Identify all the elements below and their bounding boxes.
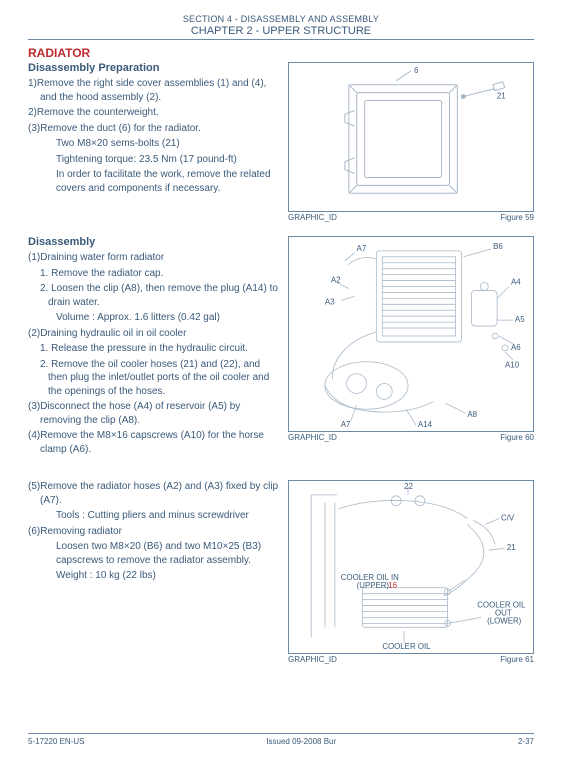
fig59-graphic-id: GRAPHIC_ID <box>288 213 337 222</box>
figure-59: 6 21 <box>288 62 534 212</box>
page-footer: 5-17220 EN-US Issued 09-2008 Bur 2-37 <box>28 737 534 746</box>
disasm-text: Disassembly (1)Draining water form radia… <box>28 236 288 458</box>
disasm-item1c: Volume : Approx. 1.6 litters (0.42 gal) <box>28 311 280 325</box>
figure-61: 22 C/V 21 COOLER OIL IN (UPPER) 16 COOLE… <box>288 480 534 654</box>
disasm-item2b: 2. Remove the oil cooler hoses (21) and … <box>28 358 280 399</box>
fig60-A2: A2 <box>331 276 341 285</box>
disasm-item3: (3)Disconnect the hose (A4) of reservoir… <box>28 400 280 427</box>
fig60-A4: A4 <box>511 278 521 287</box>
fig60-A5: A5 <box>515 315 525 324</box>
page-title: RADIATOR <box>28 46 534 60</box>
disasm-item5a: Tools : Cutting pliers and minus screwdr… <box>28 509 280 523</box>
fig60-A3: A3 <box>325 297 335 306</box>
fig61-caption: GRAPHIC_ID Figure 61 <box>288 655 534 664</box>
fig61-svg: 22 C/V 21 COOLER OIL IN (UPPER) 16 COOLE… <box>289 481 533 653</box>
prep-sub2: Tightening torque: 23.5 Nm (17 pound-ft) <box>28 153 280 167</box>
fig61-graphic-id: GRAPHIC_ID <box>288 655 337 664</box>
prep-heading: Disassembly Preparation <box>28 62 280 74</box>
fig61-cLOW: (LOWER) <box>487 616 522 625</box>
prep-item1: 1)Remove the right side cover assemblies… <box>28 77 280 104</box>
fig60-A7b: A7 <box>341 420 351 429</box>
footer-rule <box>28 733 534 734</box>
footer-center: Issued 09-2008 Bur <box>266 737 336 746</box>
disasm-heading: Disassembly <box>28 236 280 248</box>
disasm-item2a: 1. Release the pressure in the hydraulic… <box>28 342 280 356</box>
disasm-item6b: Weight : 10 kg (22 lbs) <box>28 569 280 583</box>
disasm-item1a: 1. Remove the radiator cap. <box>28 267 280 281</box>
disasm-item4: (4)Remove the M8×16 capscrews (A10) for … <box>28 429 280 456</box>
disasm-item6: (6)Removing radiator <box>28 525 280 539</box>
fig61-label: Figure 61 <box>500 655 534 664</box>
fig59-col: 6 21 GRAPHIC_ID Figure 59 <box>288 62 534 228</box>
disasm-item1b: 2. Loosen the clip (A8), then remove the… <box>28 282 280 309</box>
fig60-A10: A10 <box>505 361 520 370</box>
row-disasm: Disassembly (1)Draining water form radia… <box>28 236 534 458</box>
fig60-A6: A6 <box>511 343 521 352</box>
fig60-B6: B6 <box>493 242 503 251</box>
figure-60: A7 A2 A3 B6 A4 A5 A6 A10 A8 A7 A14 <box>288 236 534 432</box>
fig61-cCV: C/V <box>501 514 515 523</box>
fig60-A7: A7 <box>357 244 367 253</box>
prep-item2: 2)Remove the counterweight. <box>28 106 280 120</box>
fig60-A14: A14 <box>418 420 433 429</box>
fig59-c21: 21 <box>497 92 506 101</box>
fig59-label: Figure 59 <box>500 213 534 222</box>
footer-right: 2-37 <box>518 737 534 746</box>
fig59-caption: GRAPHIC_ID Figure 59 <box>288 213 534 222</box>
row-prep: Disassembly Preparation 1)Remove the rig… <box>28 62 534 228</box>
fig60-A8: A8 <box>467 410 477 419</box>
prep-text: Disassembly Preparation 1)Remove the rig… <box>28 62 288 197</box>
disasm-item6a: Loosen two M8×20 (B6) and two M10×25 (B3… <box>28 540 280 567</box>
prep-item3: (3)Remove the duct (6) for the radiator. <box>28 122 280 136</box>
disasm-item5: (5)Remove the radiator hoses (A2) and (A… <box>28 480 280 507</box>
prep-sub3: In order to facilitate the work, remove … <box>28 168 280 195</box>
fig61-cCO: COOLER OIL <box>382 642 431 651</box>
fig60-col: A7 A2 A3 B6 A4 A5 A6 A10 A8 A7 A14 GRAPH… <box>288 236 534 448</box>
fig59-c6: 6 <box>414 66 419 75</box>
fig60-svg: A7 A2 A3 B6 A4 A5 A6 A10 A8 A7 A14 <box>289 237 533 431</box>
fig61-col: 22 C/V 21 COOLER OIL IN (UPPER) 16 COOLE… <box>288 480 534 670</box>
fig61-c16: 16 <box>388 581 397 590</box>
footer-left: 5-17220 EN-US <box>28 737 84 746</box>
chapter-header: CHAPTER 2 - UPPER STRUCTURE <box>28 25 534 37</box>
disasm-item2: (2)Draining hydraulic oil in oil cooler <box>28 327 280 341</box>
prep-sub1: Two M8×20 sems-bolts (21) <box>28 137 280 151</box>
header-rule <box>28 39 534 40</box>
fig60-caption: GRAPHIC_ID Figure 60 <box>288 433 534 442</box>
fig59-svg: 6 21 <box>289 63 533 211</box>
row-bottom: (5)Remove the radiator hoses (A2) and (A… <box>28 480 534 670</box>
fig60-graphic-id: GRAPHIC_ID <box>288 433 337 442</box>
bottom-text: (5)Remove the radiator hoses (A2) and (A… <box>28 480 288 585</box>
fig61-c22: 22 <box>404 482 413 491</box>
fig61-c21: 21 <box>507 543 516 552</box>
disasm-item1: (1)Draining water form radiator <box>28 251 280 265</box>
fig61-cUP: (UPPER) <box>357 581 390 590</box>
section-header: SECTION 4 - DISASSEMBLY AND ASSEMBLY <box>28 14 534 24</box>
fig60-label: Figure 60 <box>500 433 534 442</box>
